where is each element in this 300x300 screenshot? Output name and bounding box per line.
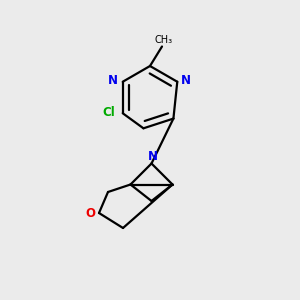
Text: CH₃: CH₃ [154,35,172,45]
Text: N: N [181,74,191,87]
Text: O: O [85,207,95,220]
Text: N: N [108,74,118,87]
Text: Cl: Cl [102,106,115,119]
Text: N: N [147,149,158,163]
